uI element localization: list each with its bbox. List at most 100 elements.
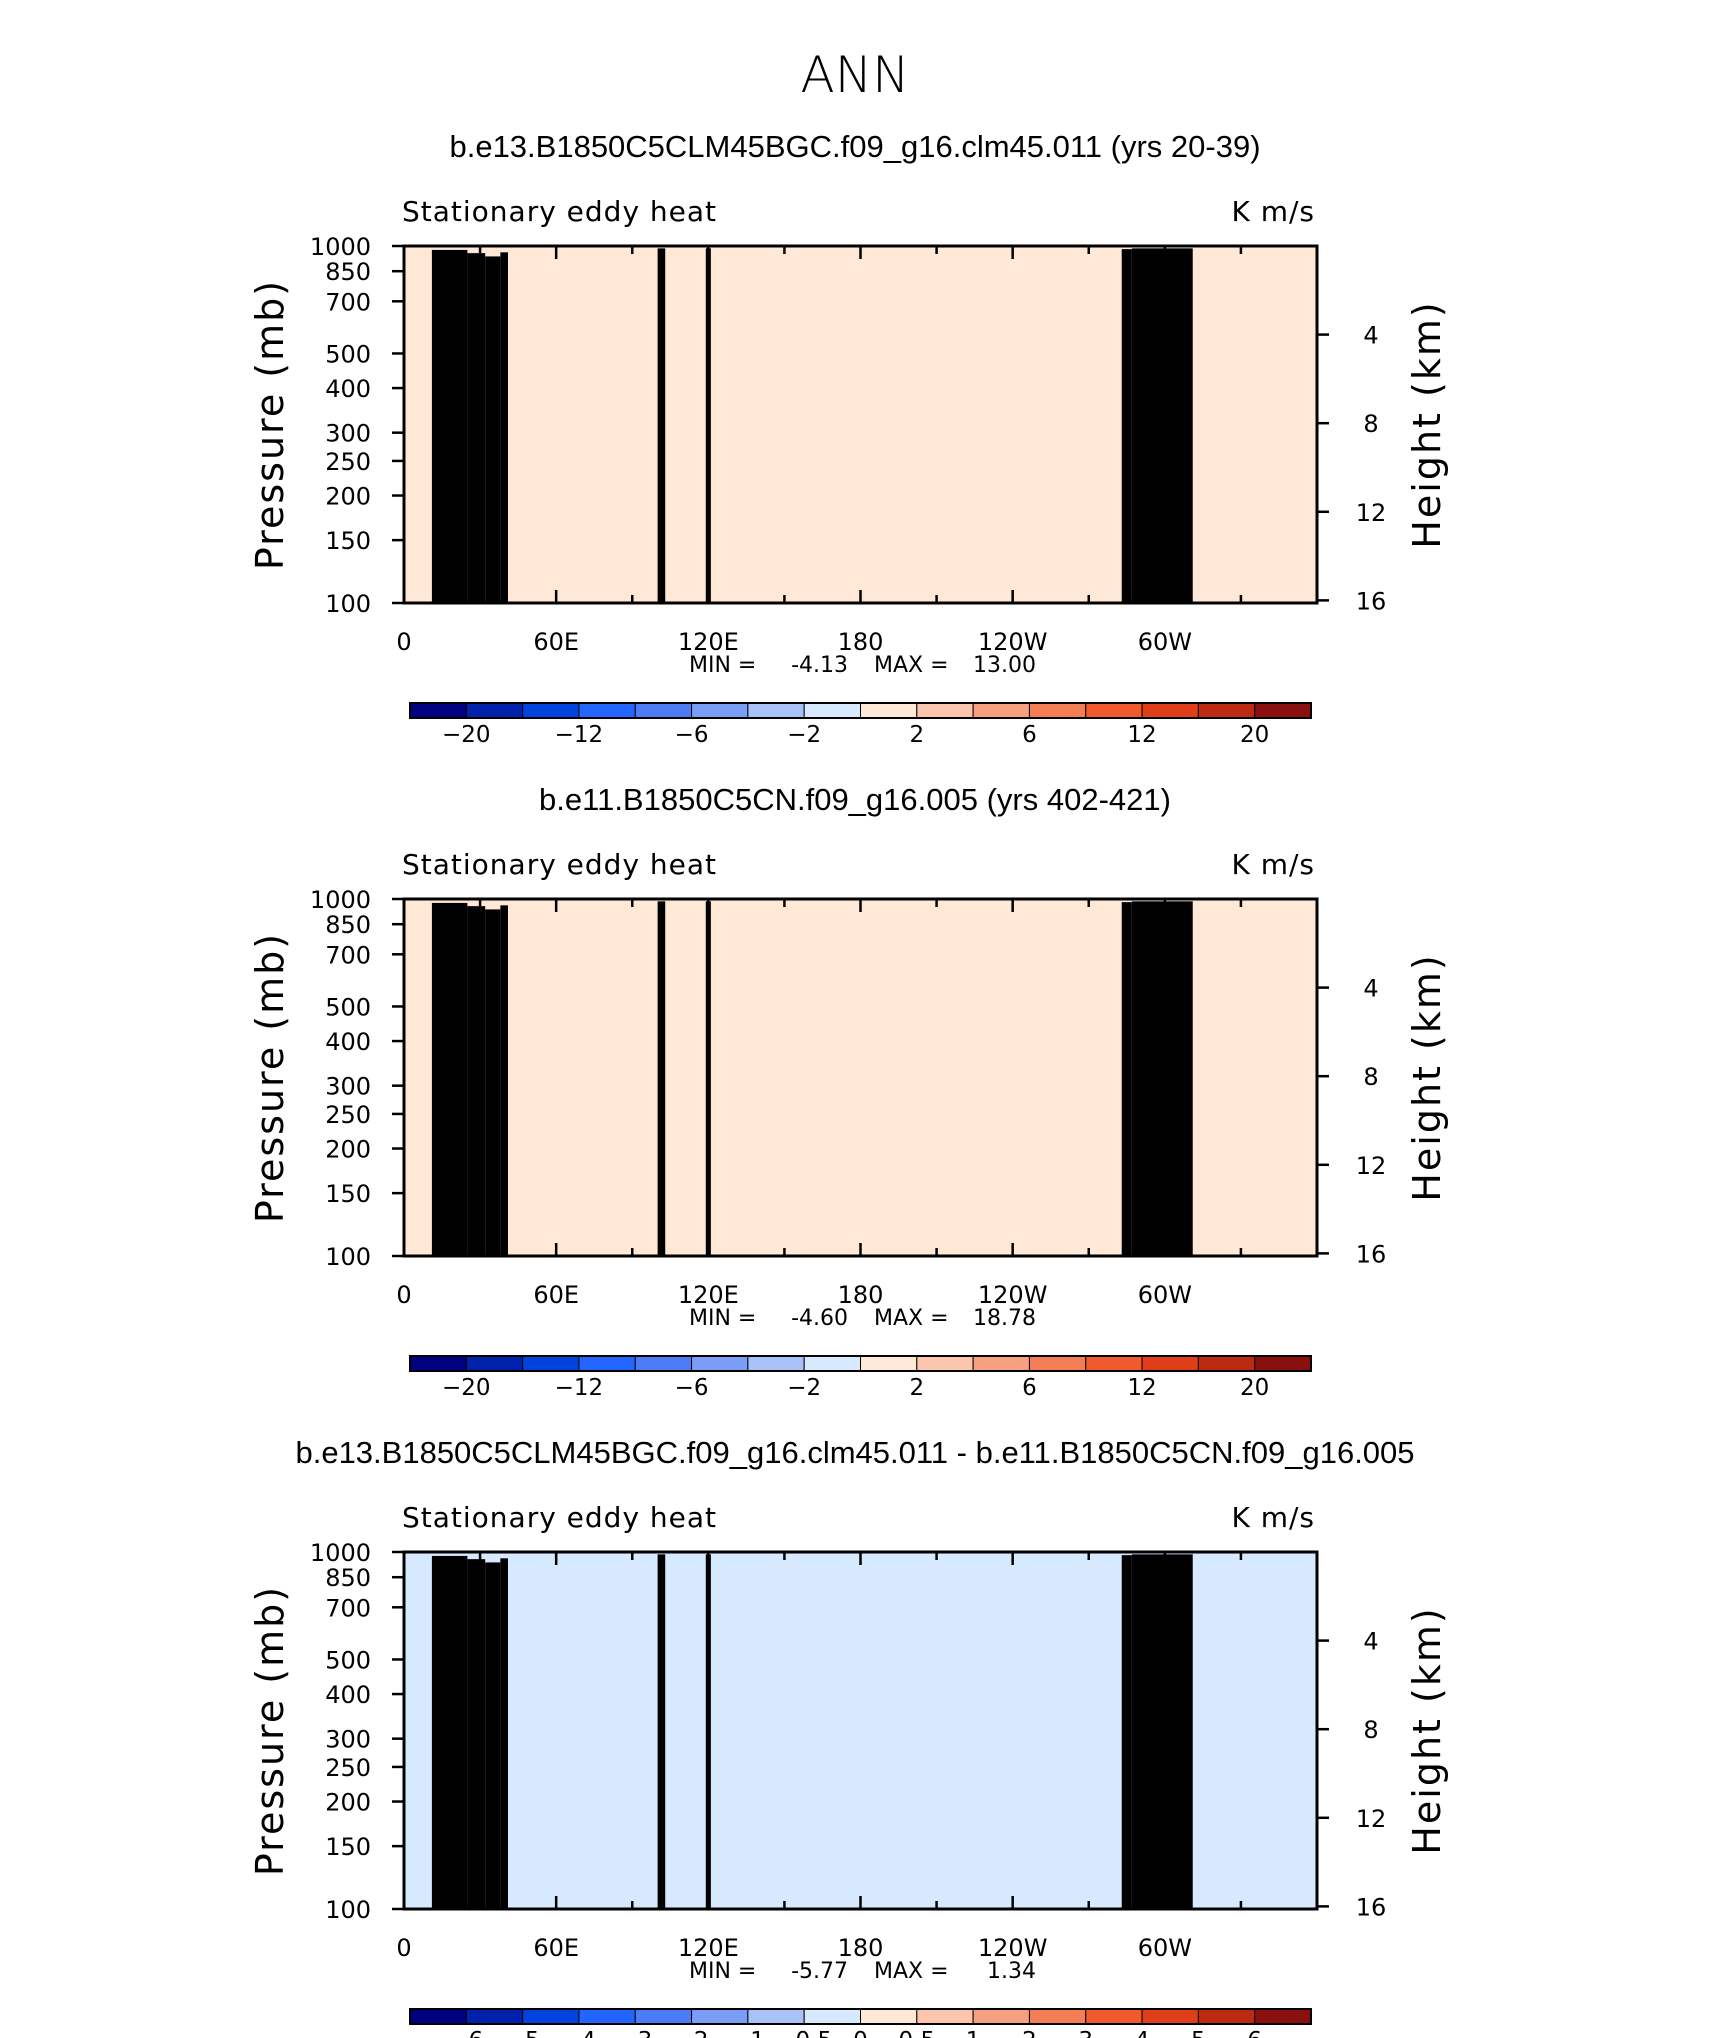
terrain-block: [485, 909, 501, 1256]
y2-tick-label: 8: [1363, 1063, 1378, 1091]
y2-tick-label: 4: [1363, 322, 1378, 350]
colorbar-label: −6: [675, 722, 709, 748]
min-label: MIN =: [689, 1959, 756, 1984]
x-tick-label: 60W: [1138, 1934, 1192, 1962]
colorbar-label: 2: [1022, 2028, 1037, 2038]
colorbar-label: −5: [506, 2028, 540, 2038]
x-tick-label: 60E: [533, 1934, 579, 1962]
y-tick-label: 500: [325, 993, 371, 1021]
colorbar-swatch: [803, 2008, 861, 2025]
max-value: 1.34: [987, 1959, 1036, 1984]
y2-tick-label: 12: [1356, 1805, 1387, 1833]
max-value: 13.00: [973, 653, 1036, 678]
terrain-block: [500, 1558, 508, 1909]
terrain-block: [467, 1559, 486, 1909]
colorbar-swatch: [803, 702, 861, 719]
colorbar-label: −20: [442, 1375, 491, 1401]
terrain-block: [485, 1562, 501, 1909]
x-tick-label: 120W: [978, 1281, 1048, 1309]
colorbar-swatch: [1085, 2008, 1143, 2025]
y-tick-label: 700: [325, 288, 371, 316]
colorbar-frame: [409, 1355, 1312, 1372]
colorbar-swatch: [691, 1355, 749, 1372]
colorbar-label: 12: [1127, 722, 1156, 748]
terrain-block: [485, 256, 501, 603]
min-value: -4.13: [791, 653, 848, 678]
units-label: K m/s: [1231, 848, 1315, 881]
colorbar-label: −3: [618, 2028, 652, 2038]
max-value: 18.78: [973, 1306, 1036, 1331]
terrain-block: [657, 901, 666, 1256]
terrain-block: [657, 1554, 666, 1909]
y-axis-title: Pressure (mb): [248, 1585, 292, 1876]
terrain-block: [657, 248, 666, 603]
panels: b.e13.B1850C5CLM45BGC.f09_g16.clm45.011 …: [248, 129, 1449, 2038]
y-tick-label: 500: [325, 340, 371, 368]
min-value: -5.77: [791, 1959, 848, 1984]
colorbar-swatch: [860, 702, 918, 719]
x-tick-label: 120E: [678, 1281, 739, 1309]
terrain-block: [467, 253, 486, 603]
colorbar-swatch: [972, 2008, 1030, 2025]
y-tick-label: 300: [325, 1726, 371, 1754]
terrain-block: [705, 1554, 711, 1909]
y2-tick-label: 8: [1363, 1716, 1378, 1744]
x-tick-label: 0: [396, 1934, 411, 1962]
colorbar-swatch: [465, 702, 524, 719]
colorbar-swatch: [747, 2008, 805, 2025]
x-tick-label: 120E: [678, 1934, 739, 1962]
figure-title: ANN: [800, 46, 909, 104]
colorbar-swatch: [634, 1355, 693, 1372]
panel-title: b.e11.B1850C5CN.f09_g16.005 (yrs 402-421…: [539, 782, 1171, 817]
y-tick-label: 200: [325, 1789, 371, 1817]
y-tick-label: 250: [325, 1754, 371, 1782]
colorbar-label: 6: [1247, 2028, 1262, 2038]
colorbar-swatch: [1197, 1355, 1256, 1372]
colorbar-swatch: [691, 2008, 749, 2025]
x-tick-label: 180: [838, 1281, 884, 1309]
panel-title: b.e13.B1850C5CLM45BGC.f09_g16.clm45.011 …: [295, 1435, 1414, 1470]
y2-tick-label: 4: [1363, 975, 1378, 1003]
panel-1: b.e13.B1850C5CLM45BGC.f09_g16.clm45.011 …: [248, 129, 1449, 748]
y-tick-label: 300: [325, 420, 371, 448]
colorbar-swatch: [1254, 1355, 1312, 1372]
colorbar-swatch: [409, 1355, 467, 1372]
y2-tick-label: 16: [1356, 1893, 1387, 1921]
colorbar-swatch: [634, 2008, 693, 2025]
colorbar-swatch: [465, 1355, 524, 1372]
terrain-block: [431, 249, 468, 603]
colorbar-label: −1: [731, 2028, 765, 2038]
colorbar-label: 0.5: [899, 2028, 936, 2038]
colorbar-frame: [409, 702, 1312, 719]
colorbar-label: 3: [1078, 2028, 1093, 2038]
terrain-block: [1131, 248, 1193, 603]
x-tick-label: 60E: [533, 1281, 579, 1309]
max-label: MAX =: [874, 1959, 949, 1984]
colorbar-label: −6: [675, 1375, 709, 1401]
colorbar-label: 6: [1022, 1375, 1037, 1401]
colorbar-swatch: [522, 1355, 580, 1372]
y-tick-label: 300: [325, 1073, 371, 1101]
units-label: K m/s: [1231, 1501, 1315, 1534]
panel-title: b.e13.B1850C5CLM45BGC.f09_g16.clm45.011 …: [449, 129, 1260, 164]
y-tick-label: 100: [325, 1243, 371, 1271]
colorbar-label: −12: [555, 1375, 604, 1401]
colorbar-swatch: [1254, 2008, 1312, 2025]
y-tick-label: 850: [325, 911, 371, 939]
colorbar-label: −4: [562, 2028, 596, 2038]
x-tick-label: 180: [838, 628, 884, 656]
variable-label: Stationary eddy heat: [402, 848, 717, 881]
y-axis-title: Pressure (mb): [248, 932, 292, 1223]
terrain-block: [500, 252, 508, 603]
y-tick-label: 150: [325, 527, 371, 555]
terrain-block: [1131, 901, 1193, 1256]
y-tick-label: 200: [325, 483, 371, 511]
colorbar-swatch: [972, 1355, 1030, 1372]
colorbar-label: 6: [1022, 722, 1037, 748]
colorbar-swatch: [916, 1355, 974, 1372]
colorbar-swatch: [972, 702, 1030, 719]
variable-label: Stationary eddy heat: [402, 195, 717, 228]
colorbar-swatch: [1197, 702, 1256, 719]
terrain-block: [1121, 1555, 1132, 1909]
y-axis-title: Pressure (mb): [248, 279, 292, 570]
